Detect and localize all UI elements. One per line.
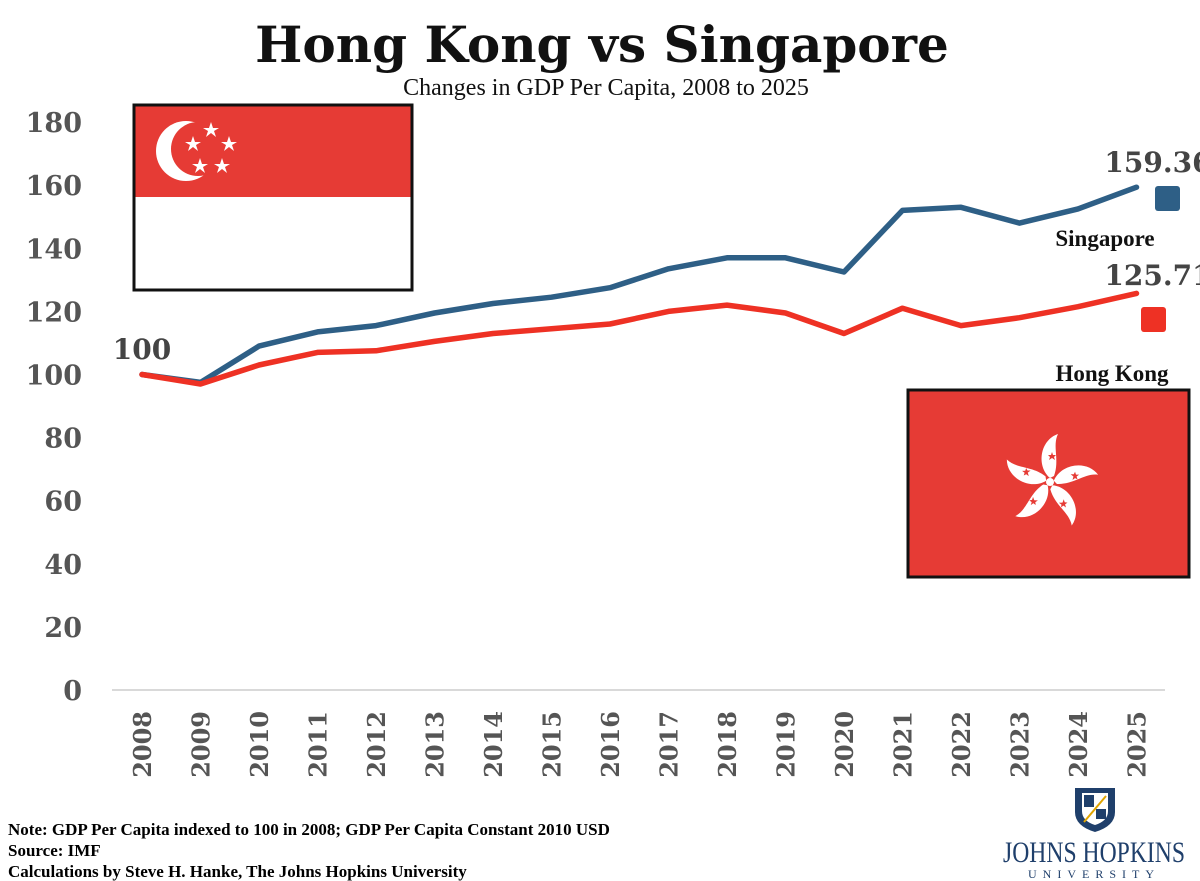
jhu-shield-icon bbox=[1075, 788, 1115, 832]
y-tick-label: 180 bbox=[26, 108, 82, 139]
note-line: Note: GDP Per Capita indexed to 100 in 2… bbox=[8, 820, 610, 839]
x-tick-label: 2012 bbox=[362, 711, 391, 778]
series-line-hong-kong bbox=[139, 290, 1140, 387]
x-tick-label: 2011 bbox=[304, 711, 333, 778]
y-tick-label: 20 bbox=[44, 613, 82, 644]
y-tick-label: 120 bbox=[26, 297, 82, 328]
x-tick-label: 2021 bbox=[889, 711, 918, 778]
x-tick-label: 2013 bbox=[421, 711, 450, 778]
x-tick-label: 2024 bbox=[1064, 711, 1093, 778]
johns-hopkins-logo: JOHNS HOPKINS UNIVERSITY bbox=[1003, 788, 1185, 881]
x-tick-label: 2022 bbox=[947, 711, 976, 778]
x-tick-label: 2023 bbox=[1006, 711, 1035, 778]
series-layer bbox=[139, 184, 1140, 387]
x-tick-label: 2010 bbox=[245, 711, 274, 778]
credit-line: Calculations by Steve H. Hanke, The John… bbox=[8, 862, 467, 881]
hong-kong-series-label: Hong Kong bbox=[1055, 361, 1169, 386]
hong-kong-flag bbox=[906, 388, 1191, 579]
y-tick-label: 40 bbox=[44, 550, 82, 581]
labels-layer: 100 159.36 Singapore 125.71 Hong Kong bbox=[113, 146, 1200, 386]
x-tick-label: 2018 bbox=[713, 711, 742, 778]
y-tick-label: 0 bbox=[63, 676, 82, 707]
chart-subtitle: Changes in GDP Per Capita, 2008 to 2025 bbox=[403, 75, 809, 101]
y-tick-label: 100 bbox=[26, 361, 82, 392]
singapore-series-label: Singapore bbox=[1055, 226, 1154, 251]
singapore-flag bbox=[132, 103, 414, 292]
y-tick-label: 60 bbox=[44, 487, 82, 518]
jhu-name: JOHNS HOPKINS bbox=[1003, 836, 1185, 869]
x-tick-label: 2015 bbox=[538, 711, 567, 778]
jhu-university: UNIVERSITY bbox=[1028, 867, 1160, 881]
start-value-label: 100 bbox=[113, 333, 171, 366]
hong-kong-end-value: 125.71 bbox=[1104, 259, 1200, 292]
y-tick-label: 140 bbox=[26, 234, 82, 265]
y-tick-label: 160 bbox=[26, 171, 82, 202]
chart-title: Hong Kong vs Singapore bbox=[255, 15, 949, 74]
x-axis-ticks: 2008 2009 2010 2011 2012 2013 2014 2015 2016 2017… bbox=[128, 711, 1152, 778]
x-tick-label: 2008 bbox=[128, 711, 157, 778]
y-axis-ticks: 0 20 40 60 80 100 120 140 160 180 bbox=[26, 108, 82, 707]
x-tick-label: 2020 bbox=[830, 711, 859, 778]
series-line-singapore bbox=[139, 184, 1140, 386]
singapore-legend-swatch bbox=[1155, 186, 1180, 211]
x-tick-label: 2009 bbox=[187, 711, 216, 778]
x-tick-label: 2016 bbox=[596, 711, 625, 778]
x-tick-label: 2019 bbox=[772, 711, 801, 778]
source-line: Source: IMF bbox=[8, 841, 101, 860]
hong-kong-legend-swatch bbox=[1141, 307, 1166, 332]
x-tick-label: 2025 bbox=[1123, 711, 1152, 778]
y-tick-label: 80 bbox=[44, 424, 82, 455]
x-tick-label: 2017 bbox=[655, 711, 684, 778]
singapore-end-value: 159.36 bbox=[1104, 146, 1200, 179]
x-tick-label: 2014 bbox=[479, 711, 508, 778]
